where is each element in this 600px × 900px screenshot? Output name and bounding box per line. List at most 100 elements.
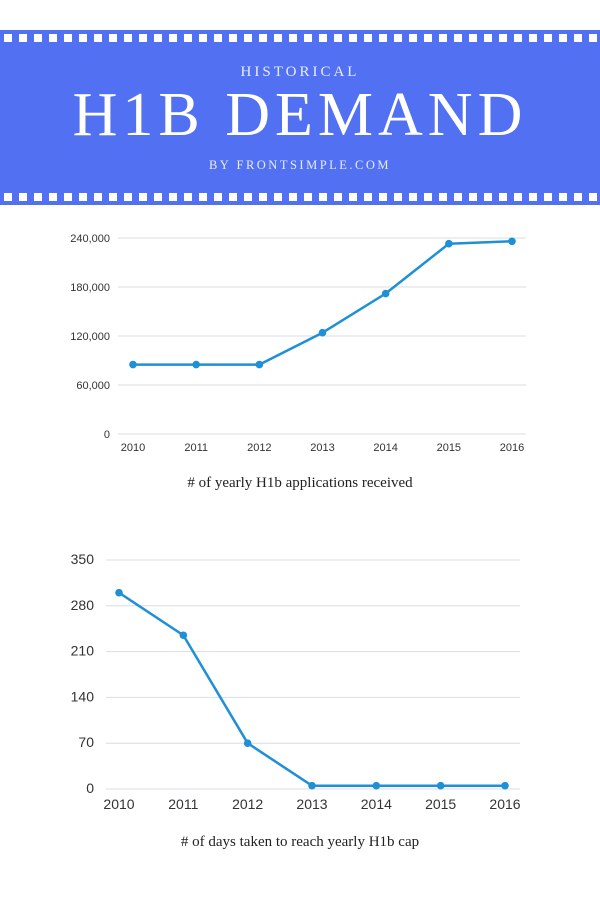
film-hole — [214, 34, 222, 42]
title-banner: HISTORICAL H1B DEMAND BY FRONTSIMPLE.COM — [0, 30, 600, 205]
x-tick-label: 2010 — [121, 442, 145, 454]
x-tick-label: 2013 — [296, 796, 327, 812]
film-hole — [529, 34, 537, 42]
film-hole — [304, 193, 312, 201]
y-tick-label: 180,000 — [70, 282, 110, 294]
days-to-cap-chart: 0 70 140 210 280 350 2010 2011 2012 2013 2014 2015 2… — [71, 551, 521, 812]
film-hole — [304, 34, 312, 42]
series-line — [133, 240, 513, 366]
film-hole — [439, 193, 447, 201]
film-hole — [559, 34, 567, 42]
x-tick-label: 2014 — [361, 796, 392, 812]
y-tick-label: 280 — [71, 597, 95, 613]
banner-subtitle: HISTORICAL — [240, 64, 360, 80]
film-hole — [64, 34, 72, 42]
film-hole — [289, 34, 297, 42]
film-strip-top — [4, 34, 597, 42]
film-hole — [379, 193, 387, 201]
film-hole — [319, 34, 327, 42]
y-tick-label: 0 — [104, 429, 110, 441]
banner-byline: BY FRONTSIMPLE.COM — [208, 158, 392, 172]
film-hole — [514, 34, 522, 42]
film-hole — [109, 34, 117, 42]
y-tick-label: 0 — [86, 780, 94, 796]
data-point — [508, 237, 516, 246]
film-hole — [139, 193, 147, 201]
film-hole — [169, 34, 177, 42]
film-hole — [124, 193, 132, 201]
film-hole — [19, 34, 27, 42]
days-to-cap-chart-caption: # of days taken to reach yearly H1b cap — [180, 834, 420, 850]
film-hole — [409, 193, 417, 201]
film-hole — [244, 193, 252, 201]
film-hole — [34, 34, 42, 42]
film-hole — [169, 193, 177, 201]
film-hole — [589, 193, 597, 201]
film-hole — [79, 193, 87, 201]
film-hole — [559, 193, 567, 201]
y-tick-label: 350 — [71, 551, 95, 567]
film-hole — [484, 34, 492, 42]
film-hole — [34, 193, 42, 201]
film-hole — [49, 34, 57, 42]
data-point — [372, 781, 381, 790]
x-tick-label: 2011 — [168, 796, 198, 812]
y-tick-label: 140 — [71, 688, 95, 704]
film-hole — [484, 193, 492, 201]
film-hole — [94, 34, 102, 42]
film-hole — [364, 193, 372, 201]
film-hole — [274, 34, 282, 42]
film-hole — [214, 193, 222, 201]
film-hole — [379, 34, 387, 42]
x-tick-label: 2013 — [310, 442, 334, 454]
film-hole — [94, 193, 102, 201]
data-point — [129, 360, 137, 369]
data-point — [192, 360, 200, 369]
film-hole — [469, 34, 477, 42]
film-hole — [154, 34, 162, 42]
film-hole — [394, 193, 402, 201]
film-hole — [499, 193, 507, 201]
x-tick-label: 2010 — [103, 796, 134, 812]
data-point — [445, 239, 453, 248]
film-hole — [454, 34, 462, 42]
film-hole — [289, 193, 297, 201]
film-hole — [244, 34, 252, 42]
data-point — [501, 781, 509, 790]
film-hole — [454, 193, 462, 201]
film-hole — [409, 34, 417, 42]
banner-title: H1B DEMAND — [72, 81, 528, 149]
applications-chart-caption: # of yearly H1b applications received — [187, 475, 413, 491]
film-hole — [544, 34, 552, 42]
film-hole — [334, 193, 342, 201]
film-hole — [574, 34, 582, 42]
y-tick-label: 120,000 — [70, 331, 110, 343]
film-hole — [79, 34, 87, 42]
film-hole — [334, 34, 342, 42]
x-tick-label: 2016 — [489, 796, 520, 812]
x-tick-label: 2015 — [425, 796, 456, 812]
data-point — [381, 289, 390, 298]
film-hole — [64, 193, 72, 201]
data-point — [436, 781, 445, 790]
film-hole — [154, 193, 162, 201]
film-hole — [229, 193, 237, 201]
film-hole — [4, 193, 12, 201]
film-hole — [4, 34, 12, 42]
x-tick-label: 2012 — [247, 442, 271, 454]
film-hole — [469, 193, 477, 201]
data-point — [179, 631, 188, 640]
y-tick-label: 210 — [71, 643, 95, 659]
x-tick-label: 2016 — [500, 442, 524, 454]
data-point — [255, 360, 264, 369]
film-hole — [574, 193, 582, 201]
film-hole — [199, 34, 207, 42]
film-hole — [499, 34, 507, 42]
data-point — [115, 588, 123, 597]
x-tick-label: 2015 — [437, 442, 461, 454]
film-hole — [259, 34, 267, 42]
film-hole — [259, 193, 267, 201]
film-hole — [544, 193, 552, 201]
film-hole — [319, 193, 327, 201]
film-hole — [139, 34, 147, 42]
